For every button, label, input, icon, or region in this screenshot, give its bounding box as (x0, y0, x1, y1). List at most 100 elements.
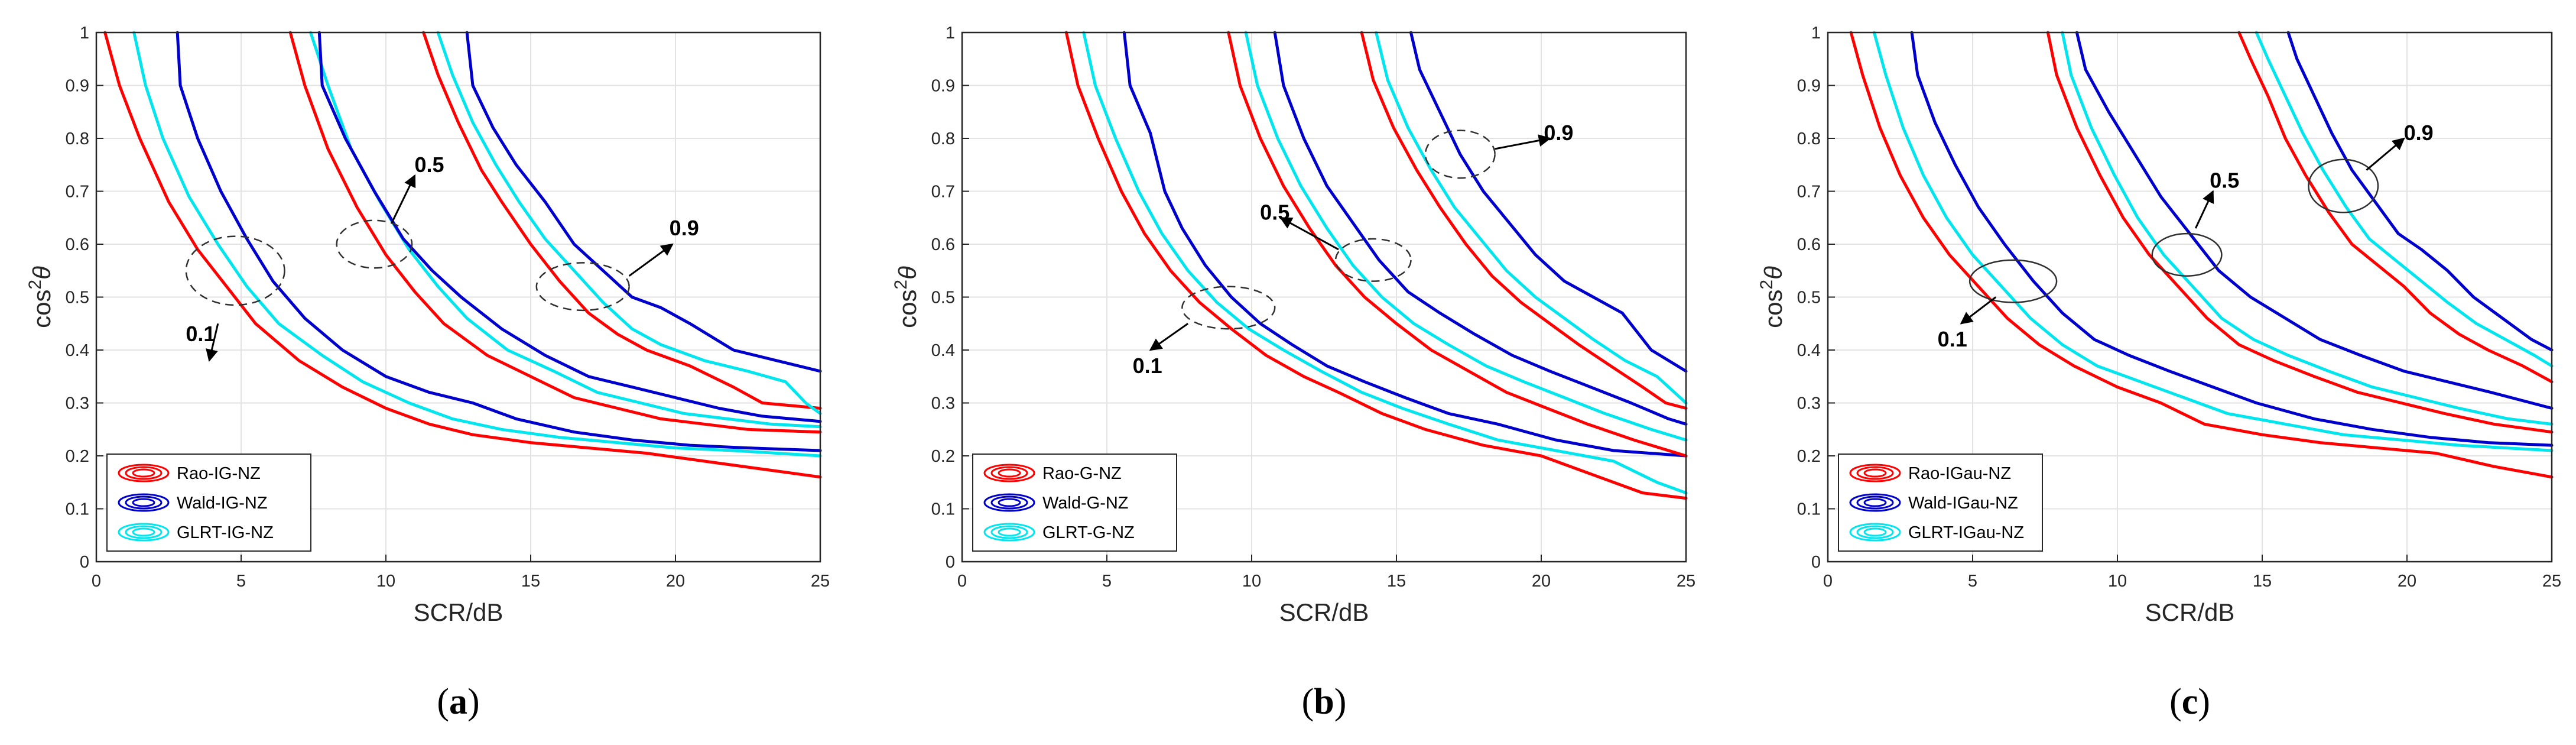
annotation-arrow (1149, 323, 1189, 351)
series-line-rao-ig-nz-0-9 (422, 31, 822, 410)
series-line-wald-ig-nz-0-1 (176, 31, 822, 452)
legend-contour-ring (1856, 466, 1894, 480)
legend-entry-label: GLRT-IGau-NZ (1908, 523, 2024, 542)
panel-caption: (b) (1302, 682, 1347, 722)
series-line-wald-igau-nz-0-5 (2075, 31, 2554, 410)
legend-contour-ring (118, 464, 170, 482)
legend-contour-ring (1863, 468, 1887, 478)
y-axis-label-sup: 2 (1757, 280, 1776, 290)
series-line-rao-g-nz-0-1 (1064, 31, 1688, 500)
annotation-ellipse (2308, 158, 2379, 213)
x-tick-label: 5 (1968, 572, 1977, 591)
annotation-arrow (628, 243, 674, 277)
y-tick-label: 1 (80, 24, 89, 43)
y-axis-label-base: cos (28, 290, 56, 328)
annotation-ellipse (185, 235, 285, 306)
annotation-ellipse (535, 262, 630, 312)
x-tick-label: 10 (2108, 572, 2127, 591)
legend: Rao-IG-NZ Wald-IG-NZ GLRT-IG-NZ (106, 454, 311, 552)
legend-entry-label: GLRT-G-NZ (1042, 523, 1135, 542)
legend-contour-icon (118, 493, 170, 512)
series-line-wald-g-nz-0-9 (1409, 31, 1688, 373)
legend-contour-ring (998, 527, 1021, 537)
x-tick-label: 20 (2398, 572, 2416, 591)
series-line-glrt-igau-nz-0-9 (2255, 31, 2554, 368)
y-tick-label: 0.5 (66, 289, 89, 307)
legend-contour-ring (983, 523, 1035, 542)
annotation-0-1: 0.1 (1938, 259, 2058, 351)
y-tick-label: 0.2 (931, 447, 955, 466)
legend-contour-icon (118, 464, 170, 482)
annotation-label: 0.9 (670, 216, 699, 240)
y-axis-label-theta: θ (1759, 266, 1787, 280)
legend-contour-ring (998, 468, 1021, 478)
series-line-wald-ig-nz-0-5 (317, 31, 822, 423)
annotation-label: 0.9 (1544, 121, 1573, 145)
x-tick-label: 15 (1387, 572, 1406, 591)
series-line-rao-igau-nz-0-9 (2237, 31, 2554, 384)
annotation-arrow (1960, 296, 1997, 325)
series-line-rao-igau-nz-0-1 (1849, 31, 2554, 479)
legend-contour-icon (1849, 493, 1901, 512)
annotation-0-9: 0.9 (535, 216, 699, 312)
x-axis-label: SCR/dB (2145, 598, 2235, 626)
y-tick-label: 0.4 (66, 341, 89, 360)
legend-contour-icon (983, 464, 1035, 482)
y-tick-label: 0.3 (931, 394, 955, 413)
x-tick-label: 10 (1242, 572, 1261, 591)
legend: Rao-IGau-NZ Wald-IGau-NZ GLRT-IGau-NZ (1838, 454, 2043, 552)
x-tick-label: 25 (2542, 572, 2561, 591)
annotation-label: 0.1 (186, 322, 215, 346)
y-tick-label: 0.6 (66, 235, 89, 254)
y-tick-label: 0.9 (931, 77, 955, 96)
annotation-label: 0.9 (2404, 121, 2434, 145)
x-tick-label: 25 (811, 572, 830, 591)
y-tick-label: 0.1 (66, 500, 89, 519)
legend-contour-ring (990, 525, 1028, 539)
series-line-glrt-g-nz-0-1 (1082, 31, 1688, 495)
y-axis-label-sup: 2 (25, 280, 45, 290)
annotation-0-5: 0.5 (1260, 200, 1412, 282)
x-tick-label: 20 (666, 572, 685, 591)
legend-contour-ring (983, 464, 1035, 482)
legend-contour-ring (1863, 498, 1887, 507)
legend-contour-ring (998, 498, 1021, 507)
legend-contour-ring (1856, 525, 1894, 539)
annotation-arrow (2366, 137, 2405, 171)
x-tick-label: 15 (521, 572, 540, 591)
x-tick-label: 20 (1532, 572, 1551, 591)
series-line-rao-g-nz-0-5 (1227, 31, 1688, 458)
legend-contour-icon (1849, 523, 1901, 542)
chart-panel-b: 0 5 10 15 20 25 0 0.1 0.2 0.3 0.4 0.5 0.6 0.7 0.8 0.9 1 S… (891, 24, 1695, 722)
series-line-wald-ig-nz-0-9 (465, 31, 822, 373)
y-tick-label: 0.7 (1797, 183, 1821, 202)
annotation-0-9: 0.9 (2308, 121, 2434, 213)
y-tick-label: 0.2 (1797, 447, 1821, 466)
x-tick-label: 0 (92, 572, 101, 591)
series-line-glrt-igau-nz-0-5 (2061, 31, 2554, 426)
annotation-arrow (1279, 216, 1339, 251)
annotation-ellipse (336, 219, 413, 269)
y-tick-label: 0.3 (66, 394, 89, 413)
annotation-0-1: 0.1 (1133, 286, 1276, 378)
series-line-wald-g-nz-0-1 (1122, 31, 1688, 458)
panel-caption-letter: a (449, 682, 467, 722)
legend-contour-ring (990, 466, 1028, 480)
y-tick-label: 0.2 (66, 447, 89, 466)
annotation-arrow (391, 174, 416, 224)
annotation-ellipse (2151, 232, 2223, 277)
x-tick-label: 0 (957, 572, 967, 591)
annotation-label: 0.5 (1260, 200, 1289, 224)
panel-caption-letter: c (2182, 682, 2198, 722)
legend-contour-ring (125, 525, 163, 539)
y-tick-label: 1 (946, 24, 955, 43)
legend-contour-ring (1849, 464, 1901, 482)
y-axis-label: cos2θ (1757, 266, 1787, 328)
x-tick-label: 5 (1102, 572, 1112, 591)
x-tick-label: 5 (236, 572, 246, 591)
x-axis-label: SCR/dB (1279, 598, 1369, 626)
series-line-wald-igau-nz-0-1 (1910, 31, 2554, 447)
annotation-arrow (206, 323, 219, 362)
legend-contour-ring (1856, 495, 1894, 510)
